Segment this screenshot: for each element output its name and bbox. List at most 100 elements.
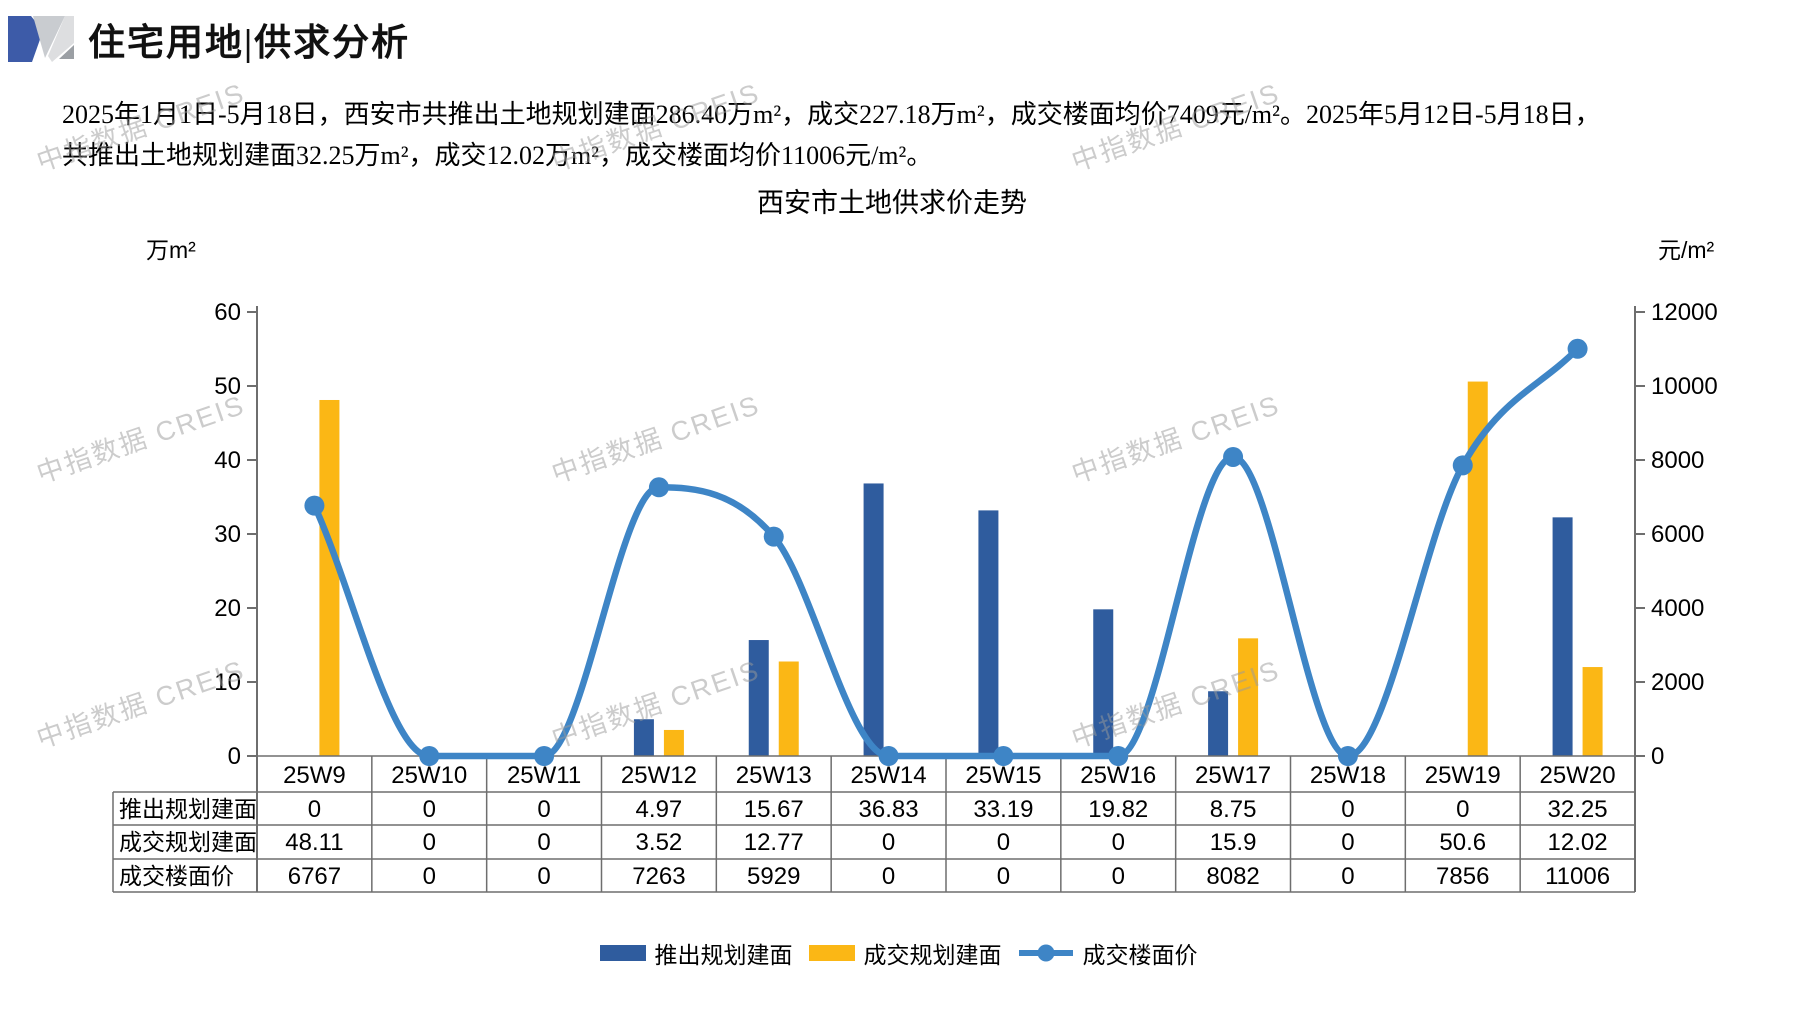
right-axis-tick-label: 0 xyxy=(1651,743,1664,770)
table-cell-value: 0 xyxy=(997,829,1010,856)
table-cell-value: 36.83 xyxy=(859,796,919,823)
table-cell-value: 19.82 xyxy=(1088,796,1148,823)
table-cell-value: 0 xyxy=(308,796,321,823)
legend-line-marker-icon xyxy=(1018,944,1073,962)
table-cell-value: 15.67 xyxy=(744,796,804,823)
logo-shape-light-triangle xyxy=(33,16,65,58)
table-cell-value: 8082 xyxy=(1206,863,1259,890)
right-axis-tick-label: 10000 xyxy=(1651,373,1718,400)
legend-item-sold-bar: 成交规划建面 xyxy=(808,936,1002,970)
table-cell-value: 0 xyxy=(537,863,550,890)
bar-supply-25W16 xyxy=(1093,609,1114,756)
bar-sold-25W20 xyxy=(1582,667,1603,756)
price-line-marker-25W16 xyxy=(1108,746,1129,766)
left-axis-tick-label: 10 xyxy=(214,669,241,696)
table-cell-value: 15.9 xyxy=(1210,829,1257,856)
right-axis-tick-label: 6000 xyxy=(1651,521,1704,548)
bar-sold-25W12 xyxy=(663,729,684,756)
table-cell-value: 33.19 xyxy=(973,796,1033,823)
table-cell-value: 6767 xyxy=(288,863,341,890)
bar-supply-25W14 xyxy=(863,483,884,756)
left-axis-tick-label: 40 xyxy=(214,447,241,474)
bar-supply-25W17 xyxy=(1208,691,1229,756)
right-axis-tick-label: 4000 xyxy=(1651,595,1704,622)
table-row-label: 成交规划建面 xyxy=(119,829,257,855)
table-cell-value: 0 xyxy=(537,796,550,823)
bar-sold-25W19 xyxy=(1467,381,1488,756)
right-axis-tick-label: 12000 xyxy=(1651,299,1718,326)
bar-supply-25W20 xyxy=(1552,517,1573,756)
table-cell-value: 0 xyxy=(882,829,895,856)
table-cell-value: 7856 xyxy=(1436,863,1489,890)
table-cell-value: 8.75 xyxy=(1210,796,1257,823)
table-cell-value: 0 xyxy=(1112,863,1125,890)
creis-logo-icon xyxy=(8,16,74,62)
bar-sold-25W9 xyxy=(319,399,340,756)
table-cell-value: 0 xyxy=(537,829,550,856)
category-label: 25W9 xyxy=(283,762,346,789)
category-label: 25W20 xyxy=(1540,762,1616,789)
chart-svg: 万m² 元/m² 0 10 20 30 40 50 60 0 2000 4000 6000 8000 100… xyxy=(112,237,1718,893)
right-axis-tick-label: 8000 xyxy=(1651,447,1704,474)
category-label: 25W11 xyxy=(507,762,581,789)
left-axis-tick-label: 60 xyxy=(214,299,241,326)
table-cell-value: 0 xyxy=(1341,829,1354,856)
left-axis-tick-label: 0 xyxy=(228,743,241,770)
table-cell-value: 0 xyxy=(1341,796,1354,823)
intro-line-2: 共推出土地规划建面32.25万m²，成交12.02万m²，成交楼面均价11006… xyxy=(62,141,933,170)
table-cell-value: 7263 xyxy=(632,863,685,890)
category-label: 25W12 xyxy=(621,762,697,789)
price-line-marker-25W14 xyxy=(878,746,899,766)
table-cell-value: 3.52 xyxy=(636,829,683,856)
price-line-marker-25W12 xyxy=(648,477,669,498)
logo-shape-dark-triangle xyxy=(59,45,74,59)
table-cell-value: 50.6 xyxy=(1439,829,1486,856)
legend-label-supply: 推出规划建面 xyxy=(654,943,793,968)
price-line-path xyxy=(311,345,1581,760)
table-cell-value: 48.11 xyxy=(285,829,343,856)
bar-sold-25W13 xyxy=(778,661,799,756)
intro-line-1: 2025年1月1日-5月18日，西安市共推出土地规划建面286.40万m²，成交… xyxy=(62,100,1601,129)
category-label: 25W14 xyxy=(851,762,927,789)
logo-shape-light-quad xyxy=(48,16,74,62)
price-line-marker-25W20 xyxy=(1567,338,1588,359)
intro-paragraph: 2025年1月1日-5月18日，西安市共推出土地规划建面286.40万m²，成交… xyxy=(62,94,1767,176)
category-label: 25W13 xyxy=(736,762,812,789)
left-axis-unit-label: 万m² xyxy=(146,237,196,263)
table-cell-value: 0 xyxy=(1112,829,1125,856)
chart-title: 西安市土地供求价走势 xyxy=(757,188,1027,218)
table-row-label: 推出规划建面 xyxy=(119,796,257,822)
table-cell-value: 0 xyxy=(997,863,1010,890)
price-line-marker-25W17 xyxy=(1223,446,1244,467)
logo-shape-blue xyxy=(8,16,43,62)
category-label: 25W18 xyxy=(1310,762,1386,789)
legend-item-price-line: 成交楼面价 xyxy=(1018,936,1198,970)
price-line-marker-25W18 xyxy=(1337,746,1358,766)
table-cell-value: 0 xyxy=(423,829,436,856)
legend-label-price: 成交楼面价 xyxy=(1082,943,1198,968)
table-row-label: 成交楼面价 xyxy=(119,863,234,889)
bar-sold-25W17 xyxy=(1238,638,1259,756)
table-cell-value: 4.97 xyxy=(636,796,683,823)
right-axis-unit-label: 元/m² xyxy=(1658,237,1715,263)
category-label: 25W15 xyxy=(965,762,1041,789)
table-cell-value: 0 xyxy=(1341,863,1354,890)
table-cell-value: 12.02 xyxy=(1548,829,1608,856)
legend-swatch-supply xyxy=(599,945,646,961)
page-title: 住宅用地|供求分析 xyxy=(88,23,411,64)
price-line-marker-25W13 xyxy=(763,526,784,547)
price-line-marker-25W11 xyxy=(534,746,555,766)
bar-supply-25W12 xyxy=(633,719,654,756)
table-cell-value: 32.25 xyxy=(1548,796,1608,823)
category-label: 25W16 xyxy=(1080,762,1156,789)
bar-supply-25W15 xyxy=(978,510,999,756)
left-axis-tick-label: 20 xyxy=(214,595,241,622)
legend-label-sold: 成交规划建面 xyxy=(863,943,1002,968)
category-label: 25W17 xyxy=(1195,762,1271,789)
category-label: 25W19 xyxy=(1425,762,1501,789)
price-line-marker-25W9 xyxy=(304,495,325,516)
legend-swatch-sold xyxy=(808,945,855,961)
left-axis-tick-label: 30 xyxy=(214,521,241,548)
table-cell-value: 0 xyxy=(423,796,436,823)
table-cell-value: 0 xyxy=(882,863,895,890)
